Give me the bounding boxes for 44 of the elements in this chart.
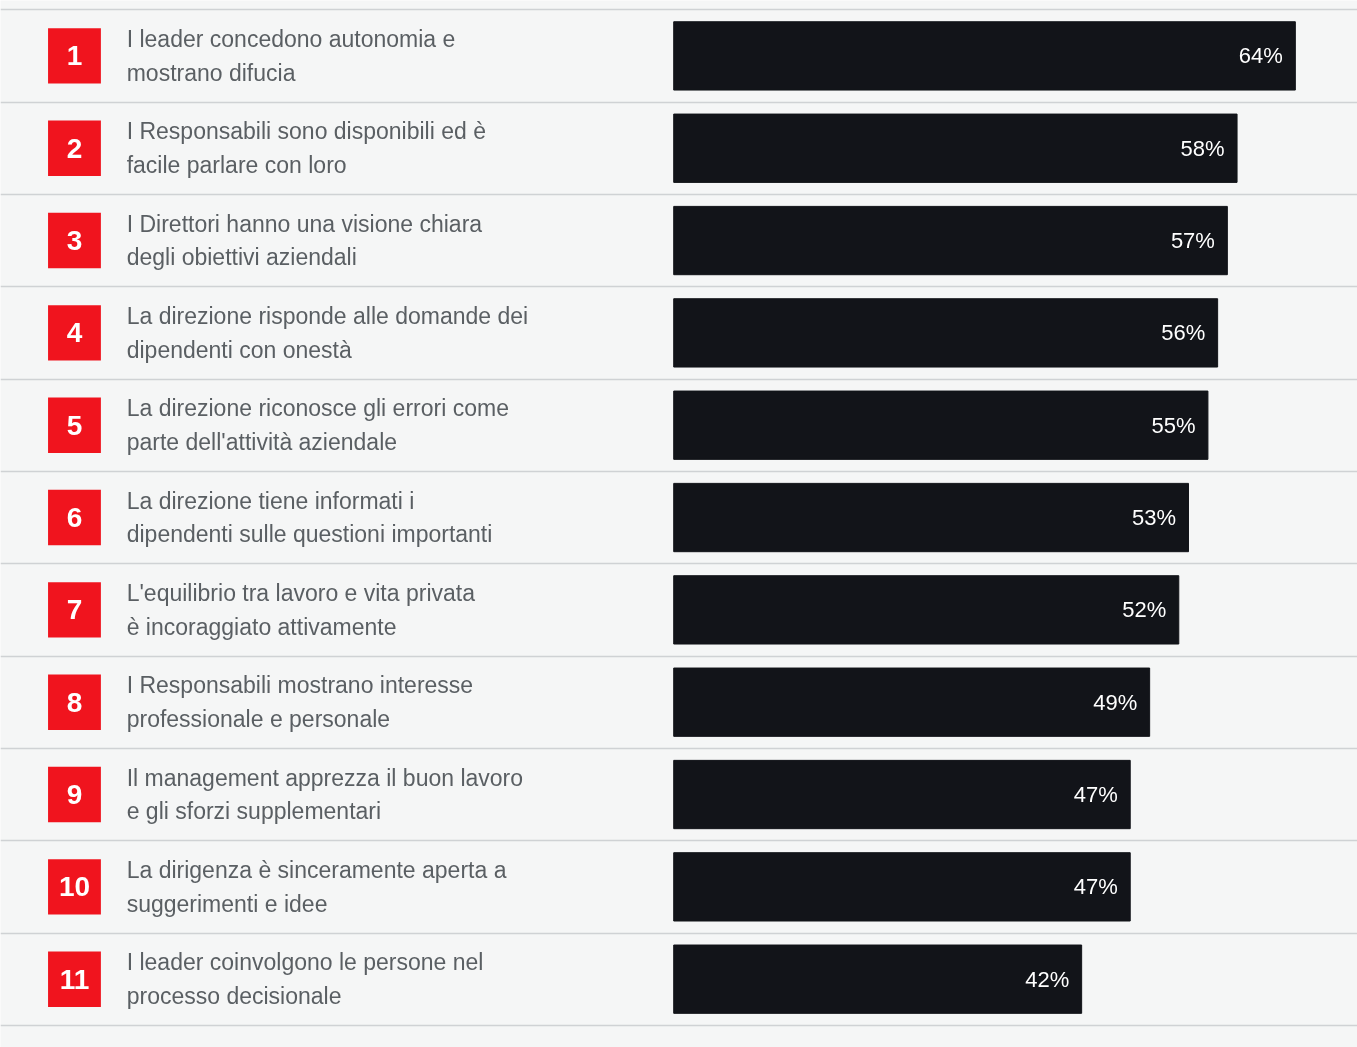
data-label: 53% (1132, 505, 1177, 531)
text: 11 (59, 963, 90, 995)
data-label: 47% (1073, 782, 1118, 808)
text: 4 (66, 317, 83, 349)
data-label: 42% (1025, 966, 1070, 992)
y-tick-label: La direzione risponde alle domande dei dipendenti con onestà (126, 302, 529, 363)
text: 1 (66, 40, 83, 72)
text: 8 (66, 686, 83, 718)
y-tick-label: I leader coinvolgono le persone nel processo decisionale (126, 949, 484, 1010)
text: 9 (66, 779, 83, 811)
y-tick-label: I leader concedono autonomia e mostrano difucia (126, 26, 456, 86)
data-label: 55% (1151, 412, 1196, 438)
data-label: 58% (1180, 135, 1225, 161)
text: 2 (66, 132, 83, 164)
text: 3 (66, 225, 83, 257)
bar (673, 205, 1228, 276)
data-label: 52% (1122, 597, 1167, 623)
data-label: 49% (1093, 689, 1138, 715)
bar (673, 575, 1180, 645)
data-label: 47% (1073, 874, 1118, 900)
bar (673, 482, 1189, 553)
y-tick-label: I Responsabili mostrano interesse professionale e personale (126, 672, 474, 733)
text: 5 (66, 409, 83, 441)
bar (673, 759, 1131, 830)
text: 7 (66, 594, 83, 626)
y-tick-label: Il management apprezza il buon lavoro e gli sforzi supplementari (126, 764, 524, 825)
text: 10 (58, 871, 91, 903)
bar (673, 944, 1083, 1014)
y-tick-label: La direzione riconosce gli errori come parte dell'attività aziendale (126, 395, 509, 456)
bar (673, 852, 1131, 922)
text: 6 (66, 502, 83, 534)
data-label: 57% (1170, 228, 1215, 254)
y-tick-label: La direzione tiene informati i dipendenti sulle questioni importanti (126, 487, 493, 548)
y-tick-label: I Responsabili sono disponibili ed è facile parlare con loro (126, 118, 486, 179)
y-tick-label: I Direttori hanno una visione chiara degli obiettivi aziendali (126, 210, 483, 271)
y-tick-label: La dirigenza è sinceramente aperta a suggerimenti e idee (126, 856, 507, 917)
y-tick-label: L'equilibrio tra lavoro e vita privata è incoraggiato attivamente (126, 579, 476, 640)
bar (673, 298, 1219, 368)
bar (673, 113, 1238, 183)
data-label: 64% (1238, 43, 1283, 69)
bar (673, 390, 1209, 460)
bar (673, 21, 1296, 91)
data-label: 56% (1161, 320, 1206, 346)
bar (673, 667, 1151, 737)
